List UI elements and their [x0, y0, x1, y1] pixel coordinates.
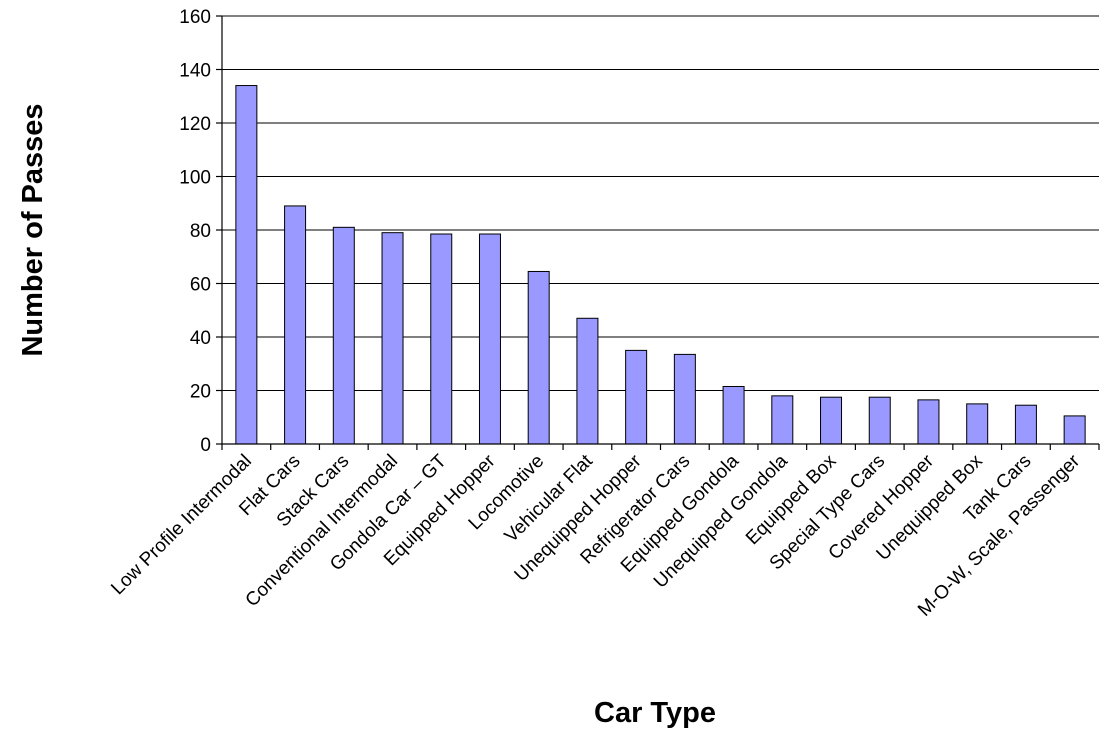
y-tick-label: 120	[179, 114, 211, 135]
bar	[868, 396, 891, 445]
y-tick-label: 40	[190, 328, 211, 349]
y-tick-label: 100	[179, 168, 211, 189]
y-tick-label: 140	[179, 61, 211, 82]
y-tick-label: 20	[190, 382, 211, 403]
y-tick-label: 80	[190, 221, 211, 242]
bar	[771, 395, 794, 445]
x-axis-title: Car Type	[594, 697, 716, 729]
bar	[284, 205, 307, 445]
bar	[576, 317, 599, 445]
bar	[332, 226, 355, 445]
y-tick-label: 0	[200, 435, 211, 456]
y-tick-label: 160	[179, 7, 211, 28]
bar	[430, 233, 453, 445]
bar	[820, 396, 843, 445]
gridlines	[222, 15, 1099, 391]
bar	[625, 349, 648, 445]
bar	[1014, 404, 1037, 445]
bar	[381, 232, 404, 445]
bar	[527, 270, 550, 445]
bar	[966, 403, 989, 445]
bar	[673, 353, 696, 445]
bar	[1063, 415, 1086, 445]
y-axis-title: Number of Passes	[17, 103, 49, 356]
bar	[917, 399, 940, 445]
bar	[235, 85, 258, 445]
x-tick-label: Low Profile Intermodal	[107, 451, 256, 600]
bar	[722, 385, 745, 445]
y-tick-label: 60	[190, 275, 211, 296]
bar	[478, 233, 501, 445]
y-tick-labels: 0 20 40 60 80 100 120 140 160	[179, 7, 222, 456]
